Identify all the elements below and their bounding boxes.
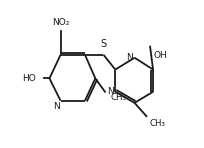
Text: CH₃: CH₃ (111, 93, 127, 102)
Text: OH: OH (153, 51, 167, 60)
Text: S: S (100, 39, 106, 49)
Text: N: N (107, 87, 114, 96)
Text: N: N (53, 102, 60, 111)
Text: HO: HO (22, 74, 36, 83)
Text: NO₂: NO₂ (52, 18, 69, 27)
Text: N: N (126, 53, 133, 62)
Text: CH₃: CH₃ (149, 119, 165, 128)
